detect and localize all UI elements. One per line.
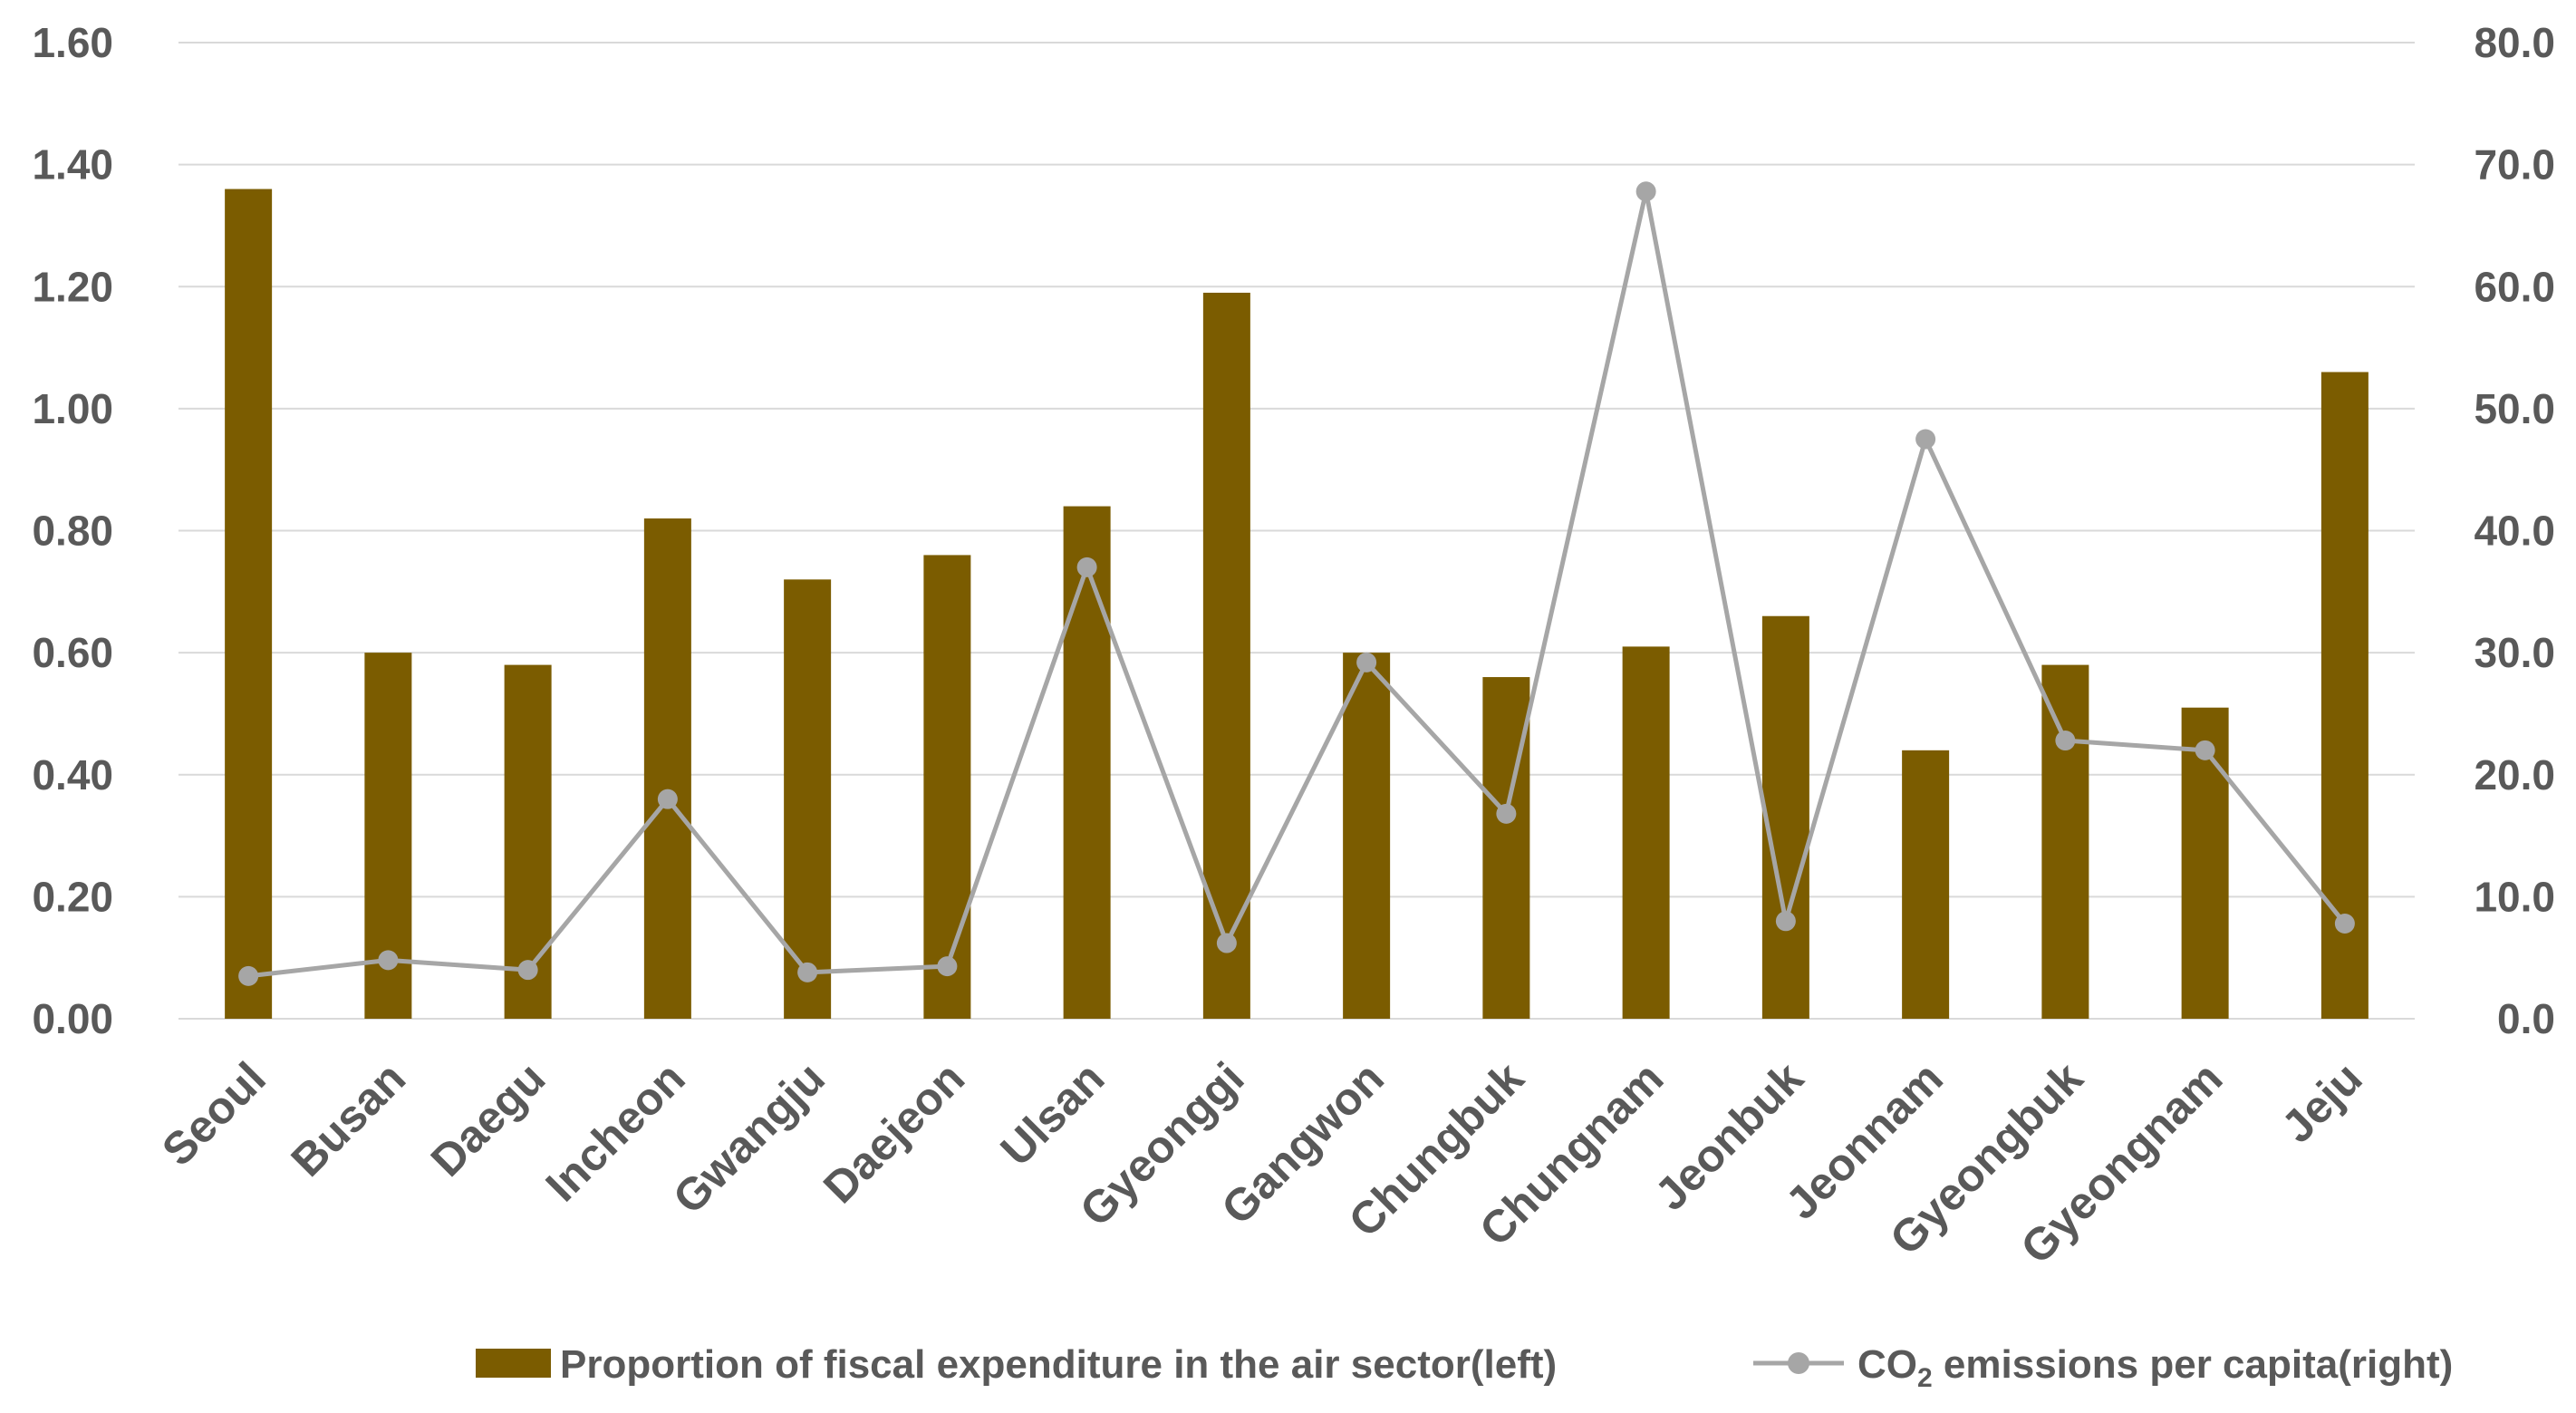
line-point [378, 950, 399, 971]
right-tick-label: 50.0 [2474, 385, 2555, 432]
category-label: Seoul [152, 1052, 275, 1176]
legend-bar-label: Proportion of fiscal expenditure in the … [560, 1342, 1557, 1387]
bar [225, 189, 273, 1020]
line-series [238, 181, 2355, 986]
bar-series [225, 189, 2369, 1020]
bar [1482, 677, 1530, 1019]
right-tick-label: 60.0 [2474, 263, 2555, 310]
left-tick-label: 0.60 [32, 629, 113, 676]
line-point [1635, 181, 1656, 202]
legend: Proportion of fiscal expenditure in the … [476, 1342, 2453, 1393]
bar [1063, 506, 1111, 1019]
right-tick-label: 20.0 [2474, 751, 2555, 798]
line-point [517, 960, 538, 981]
line-point [1076, 556, 1097, 577]
line-point [2055, 731, 2076, 751]
legend-line-label-suffix: emissions per capita(right) [1933, 1342, 2454, 1387]
category-label: Busan [282, 1052, 416, 1186]
right-axis: 0.0 10.0 20.0 30.0 40.0 50.0 60.0 70.0 80.0 [2474, 19, 2555, 1042]
category-label: Jeju [2272, 1052, 2371, 1152]
line-point [1216, 933, 1237, 953]
co2-line [247, 189, 2347, 979]
bar [643, 518, 691, 1019]
left-tick-label: 0.80 [32, 508, 113, 555]
category-label: Daejeon [814, 1052, 974, 1213]
right-tick-label: 40.0 [2474, 508, 2555, 555]
category-label: Gwangju [663, 1052, 835, 1224]
left-tick-label: 0.40 [32, 751, 113, 798]
line-point [657, 789, 678, 809]
line-point [1775, 911, 1796, 932]
line-point [937, 956, 958, 977]
line-point [797, 962, 818, 982]
legend-bar-swatch [476, 1349, 551, 1378]
bar [1902, 750, 1950, 1019]
bar [923, 555, 971, 1019]
left-tick-label: 1.20 [32, 263, 113, 310]
category-label: Daegu [421, 1052, 555, 1186]
left-tick-label: 1.40 [32, 141, 113, 189]
bar [2320, 372, 2369, 1019]
left-tick-label: 0.20 [32, 873, 113, 920]
legend-line-label-subscript: 2 [1917, 1363, 1933, 1393]
legend-line-label-prefix: CO [1857, 1342, 1917, 1387]
bar [784, 579, 832, 1019]
line-point [2334, 913, 2355, 934]
left-axis: 0.00 0.20 0.40 0.60 0.80 1.00 1.20 1.40 1.60 [32, 19, 113, 1042]
left-tick-label: 1.00 [32, 385, 113, 432]
line-point [1356, 652, 1377, 673]
line-point [1496, 803, 1517, 824]
right-tick-label: 0.0 [2497, 995, 2555, 1042]
bar [1622, 646, 1670, 1019]
line-point [2195, 740, 2215, 760]
legend-line-marker [1788, 1352, 1809, 1374]
legend-line-label: CO2 emissions per capita(right) [1857, 1342, 2453, 1393]
line-point [238, 965, 259, 986]
line-point [1915, 429, 1936, 450]
bar [1343, 653, 1391, 1019]
bar [1761, 615, 1809, 1019]
right-tick-label: 70.0 [2474, 141, 2555, 189]
right-tick-label: 10.0 [2474, 873, 2555, 920]
category-label: Ulsan [991, 1052, 1114, 1176]
bar [2041, 664, 2089, 1019]
left-tick-label: 1.60 [32, 19, 113, 66]
bar [504, 664, 552, 1019]
left-tick-label: 0.00 [32, 995, 113, 1042]
right-tick-label: 30.0 [2474, 629, 2555, 676]
right-tick-label: 80.0 [2474, 19, 2555, 66]
